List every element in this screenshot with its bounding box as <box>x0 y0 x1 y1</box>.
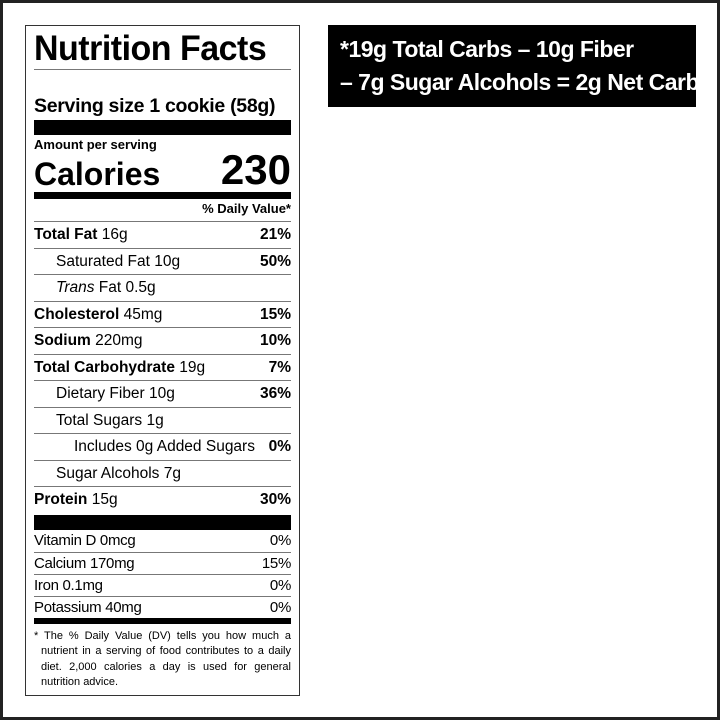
nutrient-dv: 0% <box>268 438 291 455</box>
nutrient-name: Trans <box>56 279 95 296</box>
nutrient-name: Total Sugars <box>56 411 143 429</box>
vitamin-label: Vitamin D 0mcg <box>34 531 136 549</box>
calories-row: Calories 230 <box>34 146 291 193</box>
vitamin-label: Iron 0.1mg <box>34 576 103 594</box>
nutrient-row-trans-fat: Trans Fat 0.5g <box>34 274 291 301</box>
amount-per-serving: Amount per serving <box>34 137 157 152</box>
nutrient-amount: 19g <box>179 358 206 376</box>
nutrient-dv: 15% <box>259 305 291 323</box>
nutrient-amount: 1g <box>146 411 164 429</box>
nutrient-name: Cholesterol <box>34 305 120 323</box>
nutrient-name: Sodium <box>34 332 91 349</box>
nutrient-amount: Fat 0.5g <box>98 279 156 296</box>
nutrient-row-total-sugars: Total Sugars 1g <box>34 406 291 434</box>
vitamin-row: Potassium 40mg 0% <box>34 595 291 618</box>
thick-divider <box>34 120 291 135</box>
vitamin-label: Potassium 40mg <box>34 598 142 616</box>
nutrition-facts-label: Nutrition Facts Serving size 1 cookie (5… <box>25 25 300 696</box>
nutrient-row-total-fat: Total Fat 16g 21% <box>34 221 291 248</box>
nutrient-row-total-carbohydrate: Total Carbohydrate 19g 7% <box>34 353 291 381</box>
nutrient-name: Total Carbohydrate <box>34 358 175 376</box>
nutrient-name: Saturated Fat <box>56 252 150 270</box>
vitamin-row: Calcium 170mg 15% <box>34 551 291 574</box>
nutrient-dv: 10% <box>259 332 291 349</box>
nutrient-amount: 7g <box>163 464 181 482</box>
nutrient-row-sodium: Sodium 220mg 10% <box>34 327 291 354</box>
nutrient-amount: 220mg <box>95 332 143 349</box>
vitamin-label: Calcium 170mg <box>34 554 135 572</box>
vitamin-dv: 15% <box>261 554 291 572</box>
nutrient-dv: 50% <box>259 252 291 270</box>
vitamin-row: Vitamin D 0mcg 0% <box>34 530 291 552</box>
nutrient-amount: 10g <box>149 385 175 402</box>
nutrient-name: Dietary Fiber <box>56 385 145 402</box>
vitamin-dv: 0% <box>269 598 291 616</box>
nutrient-name: Includes 0g Added Sugars <box>74 438 255 455</box>
nutrient-row-sugar-alcohols: Sugar Alcohols 7g <box>34 459 291 487</box>
nutrient-row-dietary-fiber: Dietary Fiber 10g 36% <box>34 380 291 407</box>
nutrient-dv: 36% <box>259 385 291 402</box>
vitamin-dv: 0% <box>269 531 291 549</box>
net-carbs-line-1: *19g Total Carbs – 10g Fiber <box>340 36 634 62</box>
nutrient-amount: 16g <box>101 226 128 243</box>
footnote: * The % Daily Value (DV) tells you how m… <box>34 629 291 689</box>
nutrient-row-cholesterol: Cholesterol 45mg 15% <box>34 300 291 328</box>
nutrient-amount: 10g <box>154 252 181 270</box>
nutrient-name: Total Fat <box>34 226 98 243</box>
nutrient-dv: 7% <box>268 358 291 376</box>
nutrient-dv: 21% <box>259 226 291 243</box>
calories-label: Calories <box>34 156 161 192</box>
vitamin-dv: 0% <box>269 576 291 594</box>
medium-divider <box>34 617 291 624</box>
nutrient-dv: 30% <box>259 491 291 508</box>
nutrient-row-protein: Protein 15g 30% <box>34 486 291 513</box>
medium-divider <box>34 192 291 199</box>
daily-value-header: % Daily Value* <box>202 201 291 216</box>
vitamin-row: Iron 0.1mg 0% <box>34 573 291 596</box>
label-title: Nutrition Facts <box>34 29 267 68</box>
calories-value: 230 <box>220 146 291 193</box>
serving-size: Serving size 1 cookie (58g) <box>34 95 276 117</box>
nutrient-amount: 15g <box>91 491 118 508</box>
nutrient-name: Protein <box>34 491 88 508</box>
net-carbs-line-2: – 7g Sugar Alcohols = 2g Net Carbs <box>340 69 712 95</box>
nutrient-name: Sugar Alcohols <box>56 464 160 482</box>
nutrient-amount: 45mg <box>123 305 163 323</box>
net-carbs-note: *19g Total Carbs – 10g Fiber – 7g Sugar … <box>328 25 712 107</box>
vitamins-section: Vitamin D 0mcg 0% Calcium 170mg 15% Iron 0… <box>34 530 291 618</box>
nutrient-row-saturated-fat: Saturated Fat 10g 50% <box>34 247 291 275</box>
divider <box>34 69 291 70</box>
nutrient-row-added-sugars: Includes 0g Added Sugars 0% <box>34 433 291 460</box>
thick-divider <box>34 514 291 530</box>
